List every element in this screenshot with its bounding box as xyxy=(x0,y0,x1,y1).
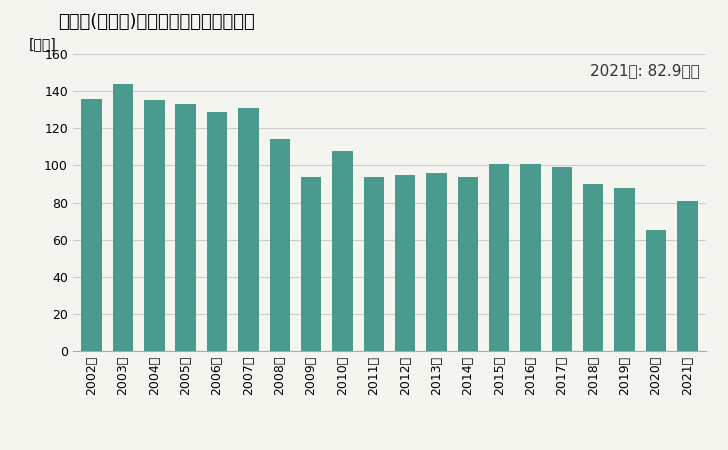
Bar xyxy=(489,163,510,351)
Bar xyxy=(82,99,102,351)
Bar xyxy=(395,175,416,351)
Bar xyxy=(583,184,604,351)
Bar xyxy=(144,100,165,351)
Bar xyxy=(427,173,447,351)
Bar xyxy=(677,201,697,351)
Bar xyxy=(238,108,258,351)
Bar xyxy=(175,104,196,351)
Text: 伊東市(静岡県)の製造品出荷額等の推移: 伊東市(静岡県)の製造品出荷額等の推移 xyxy=(58,14,255,32)
Bar xyxy=(113,84,133,351)
Bar xyxy=(207,112,227,351)
Bar xyxy=(646,230,666,351)
Text: [億円]: [億円] xyxy=(28,37,56,51)
Bar xyxy=(269,140,290,351)
Bar xyxy=(458,176,478,351)
Bar xyxy=(614,188,635,351)
Bar xyxy=(301,176,321,351)
Text: 2021年: 82.9億円: 2021年: 82.9億円 xyxy=(590,63,700,78)
Bar xyxy=(363,176,384,351)
Bar xyxy=(332,150,352,351)
Bar xyxy=(552,167,572,351)
Bar xyxy=(521,163,541,351)
